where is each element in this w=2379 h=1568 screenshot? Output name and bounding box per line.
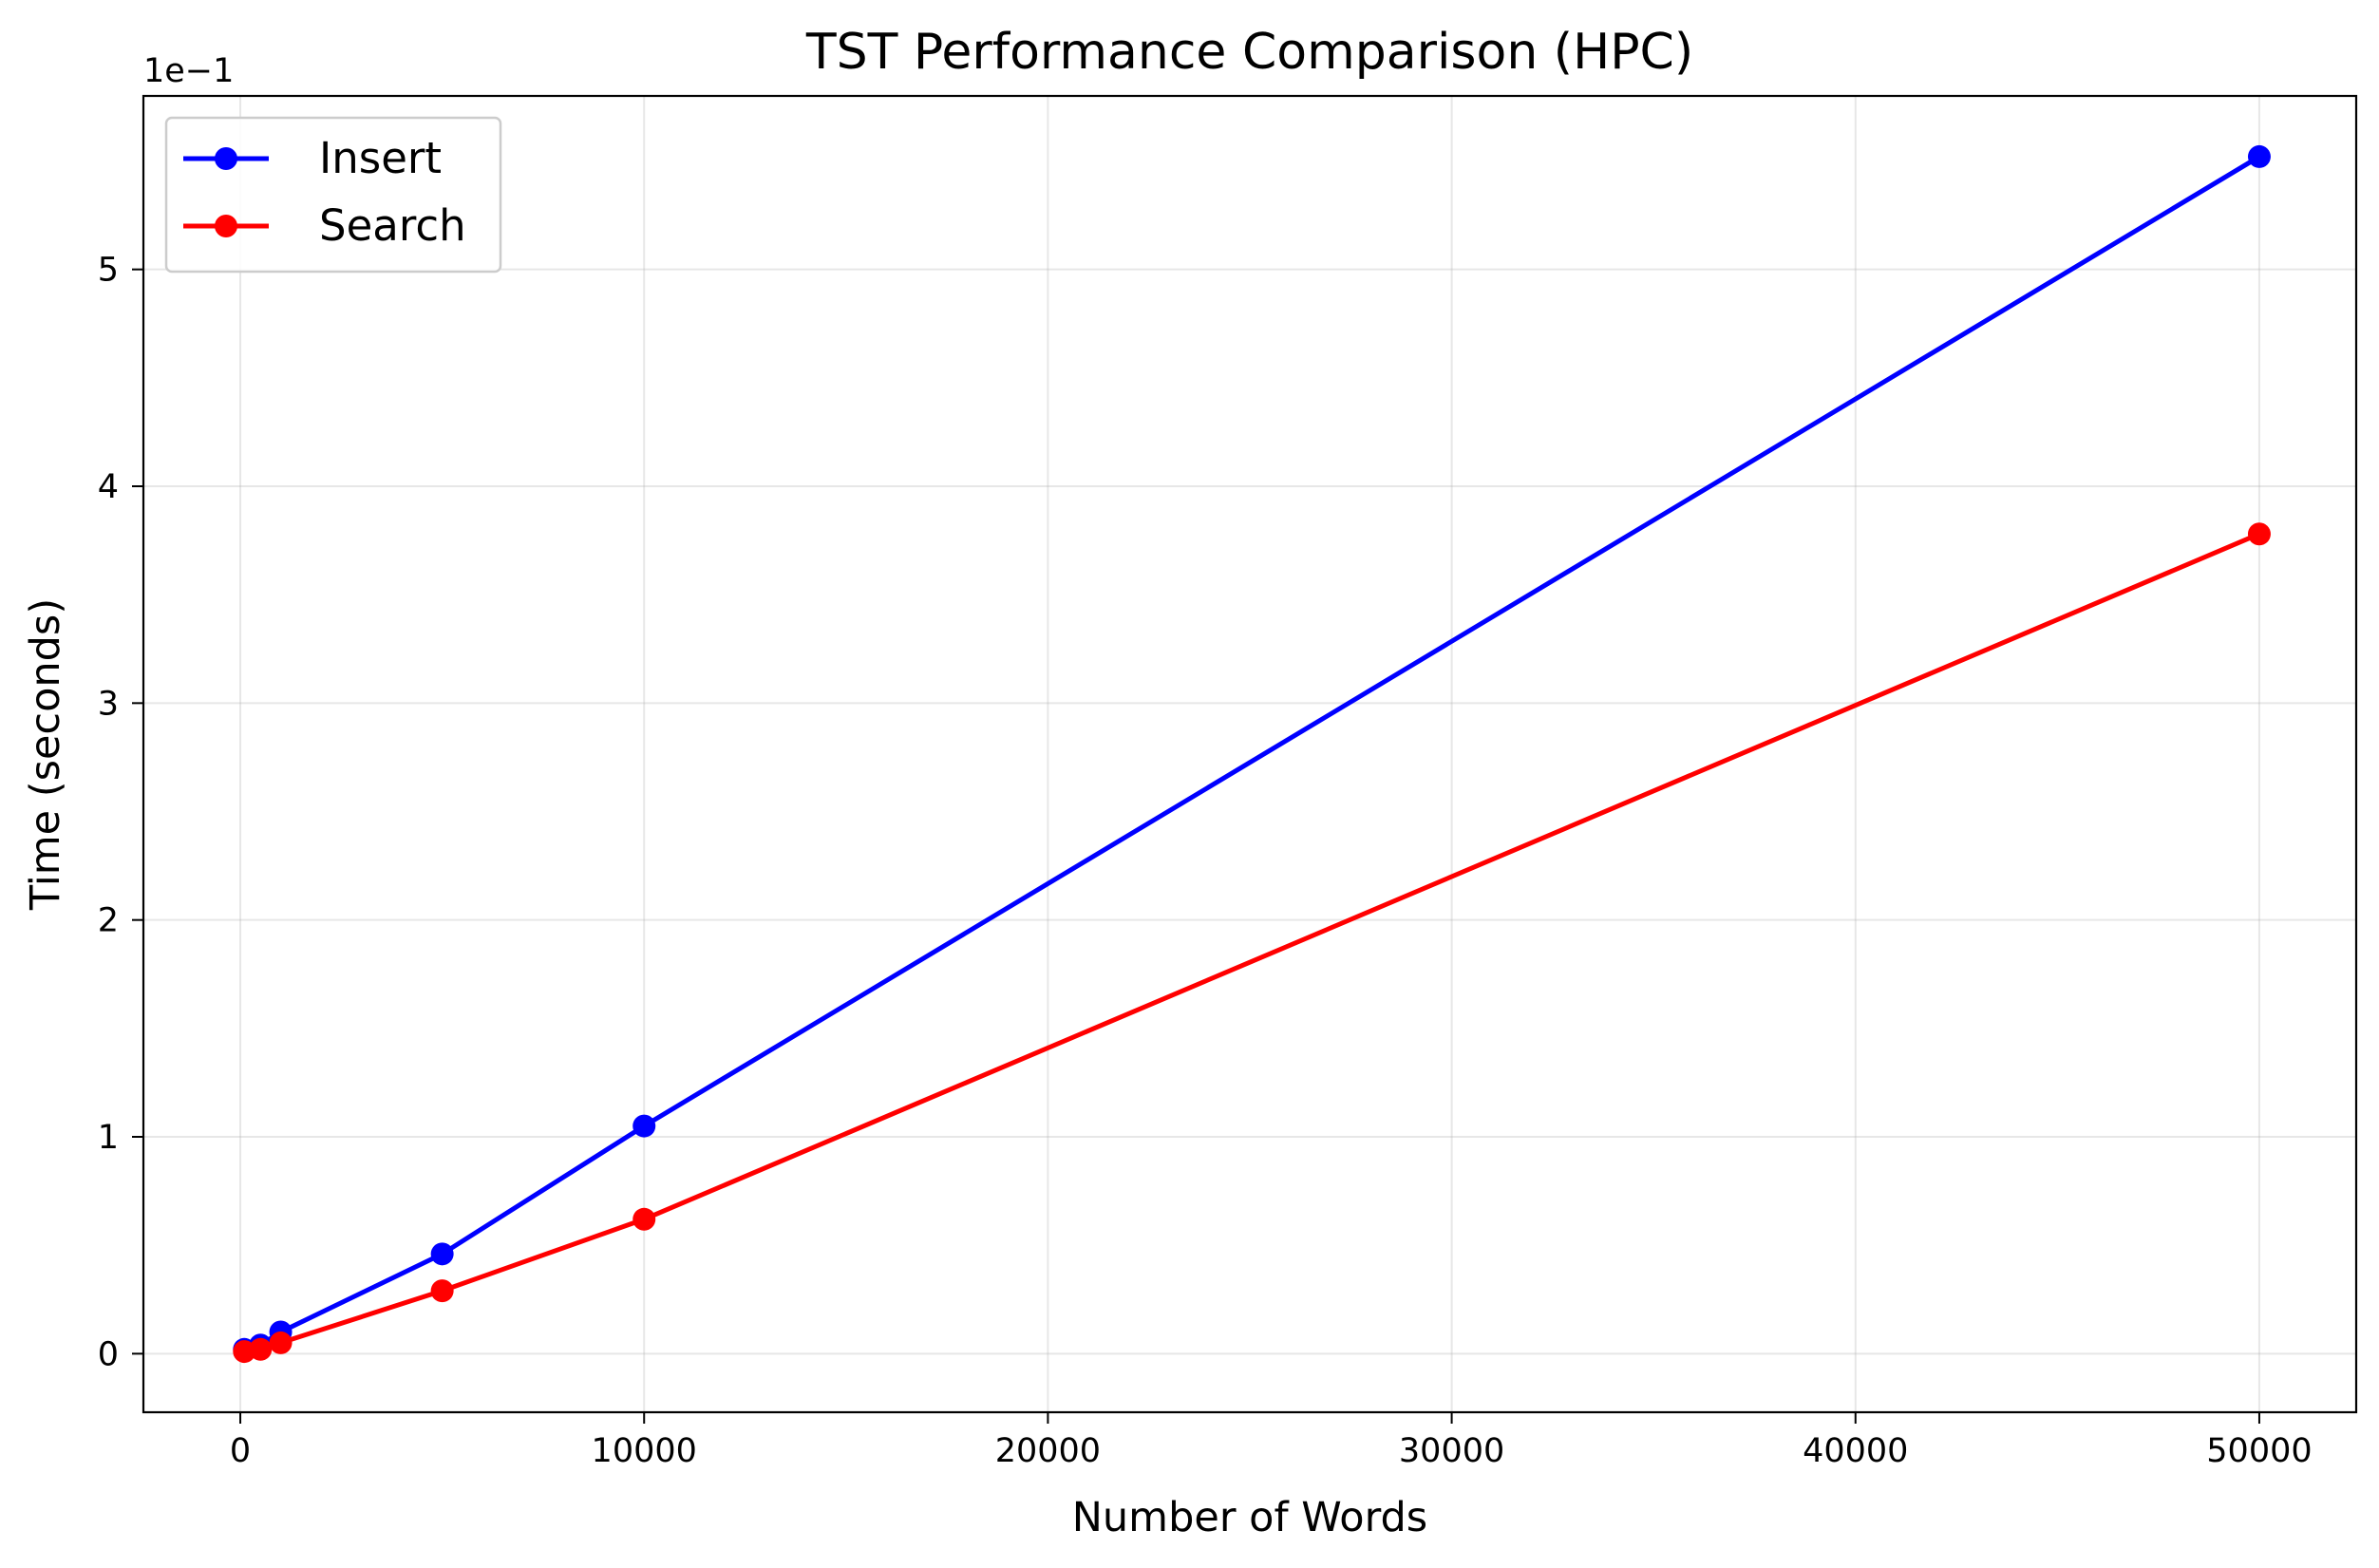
plot-frame (142, 94, 2358, 1414)
x-axis-label: Number of Words (1072, 1494, 1427, 1541)
legend-marker-insert (215, 147, 237, 170)
data-point-search (2247, 522, 2271, 546)
y-tick-label: 1 (98, 1119, 119, 1157)
legend: Insert Search (164, 116, 502, 274)
y-offset-text: 1e−1 (143, 52, 234, 90)
x-tick-label: 40000 (1803, 1432, 1908, 1470)
x-tick-label: 50000 (2206, 1432, 2312, 1470)
y-tick-label: 4 (98, 468, 119, 506)
legend-label-search: Search (319, 200, 466, 251)
data-point-search (269, 1331, 293, 1354)
legend-marker-search (215, 215, 237, 237)
data-point-search (249, 1337, 273, 1361)
x-tick-label: 20000 (995, 1432, 1101, 1470)
data-point-insert (633, 1114, 656, 1138)
x-tick-label: 0 (230, 1432, 251, 1470)
x-tick-label: 30000 (1399, 1432, 1504, 1470)
data-point-insert (2247, 144, 2271, 168)
data-point-search (633, 1207, 656, 1231)
chart-title: TST Performance Comparison (HPC) (805, 24, 1693, 81)
y-tick-label: 0 (98, 1335, 119, 1373)
x-tick-label: 10000 (592, 1432, 697, 1470)
tick-layer: 0 10000 20000 30000 40000 50000 0 1 2 3 4 5 (98, 252, 2313, 1470)
data-point-search (430, 1279, 454, 1303)
legend-label-insert: Insert (319, 133, 442, 183)
y-axis-label: Time (seconds) (22, 598, 69, 911)
y-tick-label: 2 (98, 902, 119, 940)
y-tick-label: 5 (98, 252, 119, 290)
data-point-insert (430, 1242, 454, 1266)
series-layer (233, 144, 2271, 1364)
y-tick-label: 3 (98, 685, 119, 723)
grid-layer (143, 96, 2356, 1412)
